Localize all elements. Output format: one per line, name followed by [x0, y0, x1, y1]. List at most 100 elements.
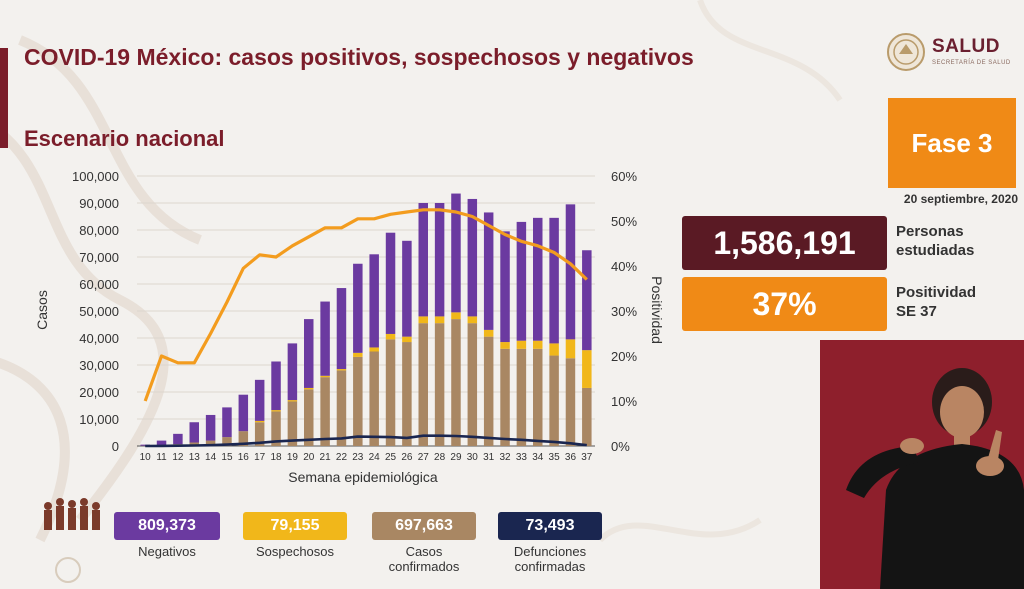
x-tick-label: 12: [172, 452, 184, 463]
x-tick-label: 35: [549, 452, 561, 463]
positivity-label-line2: SE 37: [896, 303, 937, 320]
bar-segment: [353, 356, 363, 446]
x-tick-label: 37: [581, 452, 593, 463]
y2-tick-label: 20%: [611, 349, 637, 364]
studied-label-line2: estudiadas: [896, 242, 975, 259]
bar-segment: [402, 336, 412, 343]
bar-segment: [287, 400, 298, 402]
bar-segment: [320, 375, 330, 378]
interpreter-figure: [846, 368, 1024, 589]
page-title: COVID-19 México: casos positivos, sospec…: [24, 44, 694, 70]
bar-segment: [549, 217, 559, 344]
y-axis-ticks: 0 10,000 20,000 30,000 40,000 50,000 60,000 70,…: [72, 169, 119, 454]
x-axis-label: Semana epidemiológica: [288, 469, 438, 485]
x-tick-label: 17: [254, 452, 266, 463]
x-tick-label: 25: [385, 452, 397, 463]
positivity-label-line1: Positividad: [896, 284, 977, 301]
bar-segment: [385, 333, 396, 340]
bar-segment: [418, 323, 428, 446]
y2-tick-label: 60%: [611, 169, 637, 184]
y-axis-label: Casos: [34, 290, 50, 330]
suspects-stat: 79,155 Sospechosos: [243, 512, 347, 559]
bar-segment: [565, 358, 576, 446]
bar-segment: [369, 347, 379, 352]
bar-segment: [549, 355, 559, 446]
x-tick-label: 30: [467, 452, 479, 463]
y2-axis-label: Positividad: [649, 276, 665, 344]
page-subtitle: Escenario nacional: [24, 126, 225, 151]
x-tick-label: 24: [369, 452, 381, 463]
salud-logo: SALUD SECRETARÍA DE SALUD: [886, 32, 1020, 74]
bar-segment: [254, 422, 265, 446]
bar-segment: [451, 319, 461, 446]
bar-segment: [418, 203, 428, 317]
x-tick-label: 22: [336, 452, 348, 463]
bar-segment: [500, 342, 510, 349]
deaths-value: 73,493: [498, 512, 602, 540]
bar-segment: [565, 339, 576, 359]
x-tick-label: 15: [221, 452, 233, 463]
bar-segment: [271, 410, 281, 412]
bar-segment: [369, 351, 379, 446]
x-tick-label: 14: [205, 452, 217, 463]
y-tick-label: 100,000: [72, 169, 119, 184]
confirmed-label-line1: Casos: [405, 544, 443, 559]
x-tick-label: 26: [401, 452, 413, 463]
x-tick-label: 10: [140, 452, 152, 463]
y-tick-label: 40,000: [79, 331, 119, 346]
bar-segment: [434, 203, 445, 317]
bar-segment: [173, 433, 183, 445]
bar-segment: [353, 263, 363, 353]
bar-segment: [402, 342, 412, 446]
bar-segment: [304, 387, 314, 390]
positivity-line: [143, 208, 588, 402]
positivity-label: Positividad SE 37: [896, 283, 976, 321]
bar-segment: [287, 401, 298, 446]
bar-segment: [304, 389, 314, 446]
y-tick-label: 50,000: [79, 304, 119, 319]
bar-segment: [205, 414, 216, 441]
bar-segment: [140, 444, 150, 446]
y-tick-label: 10,000: [79, 412, 119, 427]
x-tick-label: 27: [418, 452, 430, 463]
bar-segment: [238, 431, 249, 446]
bar-segment: [304, 319, 314, 388]
studied-label-line1: Personas: [896, 223, 964, 240]
cases-chart: 0 10,000 20,000 30,000 40,000 50,000 60,000 70,…: [34, 169, 665, 485]
bar-segment: [582, 387, 592, 446]
x-tick-label: 20: [303, 452, 315, 463]
bar-segment: [271, 411, 281, 446]
bar-segment: [582, 350, 592, 388]
bar-segment: [254, 420, 265, 423]
bar-segment: [582, 250, 592, 351]
people-group-icon: [44, 498, 100, 530]
y2-axis-ticks: 0% 10% 20% 30% 40% 50% 60%: [611, 169, 637, 454]
x-tick-label: 16: [238, 452, 250, 463]
x-tick-label: 21: [320, 452, 332, 463]
confirmed-stat: 697,663 Casos confirmados: [372, 512, 476, 574]
negatives-value: 809,373: [114, 512, 220, 540]
y-tick-label: 30,000: [79, 358, 119, 373]
bar-segment: [254, 379, 265, 421]
bar-segment: [500, 348, 510, 446]
bar-segment: [222, 437, 232, 446]
confirmed-value: 697,663: [372, 512, 476, 540]
y-tick-label: 0: [112, 439, 119, 454]
chart-bars: [140, 193, 592, 446]
bar-segment: [320, 377, 330, 446]
bar-segment: [369, 254, 379, 348]
bar-segment: [483, 329, 494, 337]
eagle-emblem-icon: [887, 33, 925, 71]
bar-segment: [238, 394, 249, 432]
phase-badge: Fase 3: [888, 98, 1016, 188]
y2-tick-label: 40%: [611, 259, 637, 274]
bar-segment: [533, 348, 543, 446]
bar-segment: [336, 288, 347, 370]
x-tick-label: 29: [450, 452, 462, 463]
x-tick-label: 23: [352, 452, 364, 463]
logo-name: SALUD: [932, 36, 1000, 57]
bar-segment: [516, 221, 527, 341]
negatives-label: Negativos: [138, 544, 196, 559]
bar-segment: [549, 343, 559, 356]
bar-segment: [451, 193, 461, 313]
